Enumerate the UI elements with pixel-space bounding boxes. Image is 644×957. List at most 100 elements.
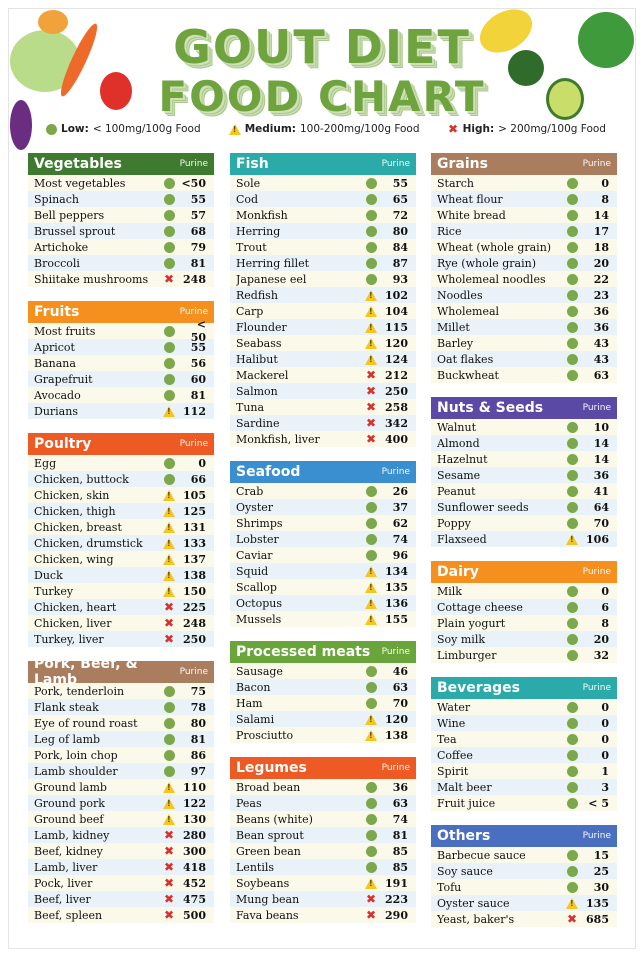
- section-poultry: Poultry Purine Egg 0 Chicken, buttock 66 Chick…: [28, 433, 214, 647]
- section-title: Dairy: [437, 564, 479, 580]
- green-circle-icon: [566, 453, 578, 465]
- food-name: Carp: [236, 304, 264, 318]
- purine-value: 225: [183, 600, 206, 614]
- level-indicator: [360, 241, 382, 253]
- food-row: Salmon 250: [230, 383, 416, 399]
- green-circle-icon: [566, 225, 578, 237]
- food-row: Sunflower seeds 64: [431, 499, 617, 515]
- level-indicator: [360, 305, 382, 317]
- column-2: Fish Purine Sole 55 Cod 65 Monkfish 72 Herring 80…: [230, 153, 416, 923]
- food-row: Monkfish, liver 400: [230, 431, 416, 447]
- food-name: Starch: [437, 176, 475, 190]
- food-row: Turkey 150: [28, 583, 214, 599]
- section-header: Fruits Purine: [28, 301, 214, 323]
- purine-value: 81: [190, 732, 206, 746]
- purine-value: 500: [183, 908, 206, 922]
- level-indicator: [561, 797, 583, 809]
- level-indicator: [561, 585, 583, 597]
- level-indicator: [561, 849, 583, 861]
- purine-value: 122: [183, 796, 206, 810]
- level-indicator: [158, 553, 180, 565]
- food-row: Rice 17: [431, 223, 617, 239]
- level-indicator: [158, 830, 180, 841]
- section-title: Pork, Beef, & Lamb: [34, 656, 138, 688]
- level-indicator: [360, 273, 382, 285]
- food-name: Squid: [236, 564, 269, 578]
- green-circle-icon: [46, 123, 57, 135]
- warning-triangle-icon: [566, 897, 578, 909]
- green-circle-icon: [566, 701, 578, 713]
- purine-value: 65: [392, 192, 408, 206]
- legend-label: High:: [462, 123, 495, 135]
- purine-value: 36: [593, 468, 609, 482]
- purine-value: 70: [593, 516, 609, 530]
- green-circle-icon: [566, 649, 578, 661]
- food-row: Spirit 1: [431, 763, 617, 779]
- food-name: Oyster: [236, 500, 274, 514]
- purine-value: 36: [593, 320, 609, 334]
- food-row: Pork, tenderloin 75: [28, 683, 214, 699]
- food-name: Barley: [437, 336, 474, 350]
- purine-value: 250: [183, 632, 206, 646]
- purine-value: 280: [183, 828, 206, 842]
- purine-value: 87: [392, 256, 408, 270]
- food-row: Coffee 0: [431, 747, 617, 763]
- purine-column-label: Purine: [582, 567, 611, 577]
- purine-value: <50: [181, 176, 206, 190]
- warning-triangle-icon: [365, 305, 377, 317]
- green-circle-icon: [365, 665, 377, 677]
- purine-value: 418: [183, 860, 206, 874]
- purine-value: 60: [190, 372, 206, 386]
- green-circle-icon: [163, 241, 175, 253]
- green-circle-icon: [566, 881, 578, 893]
- level-indicator: [561, 353, 583, 365]
- food-row: Beef, spleen 500: [28, 907, 214, 923]
- level-indicator: [360, 434, 382, 445]
- food-name: Halibut: [236, 352, 278, 366]
- level-indicator: [158, 537, 180, 549]
- green-circle-icon: [566, 485, 578, 497]
- level-indicator: [158, 389, 180, 401]
- section-rows: Milk 0 Cottage cheese 6 Plain yogurt 8 Soy mil…: [431, 583, 617, 663]
- food-name: Limburger: [437, 648, 497, 662]
- purine-value: 124: [385, 352, 408, 366]
- legend: Low:< 100mg/100g Food Medium: 100-200mg/10…: [46, 123, 606, 135]
- level-indicator: [158, 489, 180, 501]
- purine-value: 14: [593, 452, 609, 466]
- food-name: Wholemeal noodles: [437, 272, 546, 286]
- purine-value: 248: [183, 272, 206, 286]
- food-row: Caviar 96: [230, 547, 416, 563]
- level-indicator: [360, 337, 382, 349]
- warning-triangle-icon: [163, 521, 175, 533]
- food-row: Ground pork 122: [28, 795, 214, 811]
- level-indicator: [360, 485, 382, 497]
- legend-label: Low:: [61, 123, 89, 135]
- green-circle-icon: [365, 681, 377, 693]
- food-row: Flaxseed 106: [431, 531, 617, 547]
- green-circle-icon: [566, 469, 578, 481]
- section-fish: Fish Purine Sole 55 Cod 65 Monkfish 72 Herring 80…: [230, 153, 416, 447]
- green-circle-icon: [365, 517, 377, 529]
- purine-value: 112: [183, 404, 206, 418]
- food-row: Chicken, drumstick 133: [28, 535, 214, 551]
- food-name: Chicken, skin: [34, 488, 110, 502]
- food-row: Japanese eel 93: [230, 271, 416, 287]
- food-name: Hazelnut: [437, 452, 488, 466]
- food-name: Pock, liver: [34, 876, 93, 890]
- level-indicator: [158, 585, 180, 597]
- food-name: Mussels: [236, 612, 282, 626]
- pepper-illustration: [100, 72, 132, 110]
- green-circle-icon: [365, 273, 377, 285]
- section-rows: Crab 26 Oyster 37 Shrimps 62 Lobster 74 Caviar 96…: [230, 483, 416, 627]
- food-name: Most vegetables: [34, 176, 126, 190]
- food-row: Chicken, heart 225: [28, 599, 214, 615]
- green-circle-icon: [566, 797, 578, 809]
- green-circle-icon: [163, 209, 175, 221]
- purine-column-label: Purine: [179, 439, 208, 449]
- level-indicator: [561, 421, 583, 433]
- level-indicator: [561, 781, 583, 793]
- level-indicator: [158, 325, 180, 337]
- food-row: Chicken, wing 137: [28, 551, 214, 567]
- section-fruits: Fruits Purine Most fruits < 50 Apricot 55 Bana…: [28, 301, 214, 419]
- purine-value: 66: [190, 472, 206, 486]
